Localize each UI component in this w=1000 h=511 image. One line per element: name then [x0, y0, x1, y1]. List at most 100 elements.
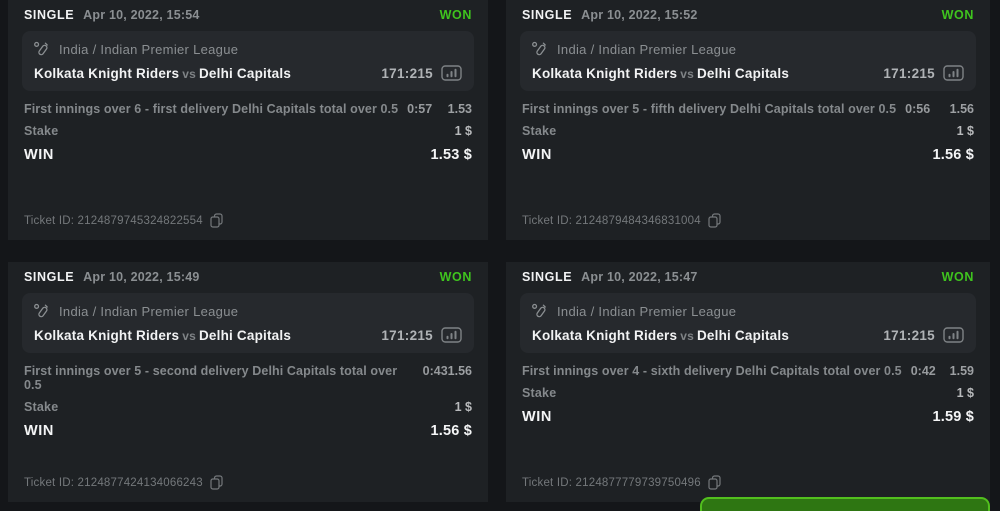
league-label: India / Indian Premier League — [557, 303, 737, 319]
ticket-id: Ticket ID: 2124879484346831004 — [522, 214, 701, 227]
stake-label: Stake — [522, 124, 557, 138]
status-badge: WON — [439, 270, 472, 284]
match-panel: India / Indian Premier League Kolkata Kn… — [22, 293, 474, 353]
match-score: 171:215 — [883, 65, 935, 81]
bet-rows: First innings over 6 - first delivery De… — [22, 91, 474, 163]
stake-row: Stake 1 $ — [522, 386, 974, 400]
stake-label: Stake — [24, 124, 59, 138]
stats-chart-icon[interactable] — [441, 327, 462, 343]
stake-value: 1 $ — [956, 124, 974, 138]
status-badge: WON — [941, 8, 974, 22]
bet-description: First innings over 5 - fifth delivery De… — [522, 102, 897, 116]
bet-time: 0:43 — [422, 364, 448, 378]
league-label: India / Indian Premier League — [59, 41, 239, 57]
bet-odds: 1.53 — [447, 102, 472, 116]
league-row: India / Indian Premier League — [530, 40, 964, 58]
bet-ticket-card: SINGLE Apr 10, 2022, 15:52 WON India / I… — [506, 0, 990, 240]
cricket-icon — [530, 302, 548, 320]
copy-icon[interactable] — [708, 475, 721, 490]
match-row: Kolkata Knight Riders vs Delhi Capitals 17… — [32, 65, 462, 81]
ticket-row: Ticket ID: 2124879484346831004 — [520, 213, 976, 230]
card-header: SINGLE Apr 10, 2022, 15:49 WON — [22, 270, 474, 284]
bet-datetime: Apr 10, 2022, 15:49 — [83, 270, 200, 284]
bet-odds: 1.56 — [447, 364, 472, 378]
bet-type-label: SINGLE — [522, 8, 573, 22]
home-team: Kolkata Knight Riders — [34, 327, 180, 343]
win-row: WIN 1.59 $ — [522, 409, 974, 425]
copy-icon[interactable] — [210, 213, 223, 228]
win-value: 1.59 $ — [932, 409, 974, 425]
ticket-id: Ticket ID: 2124877779739750496 — [522, 476, 701, 489]
stats-chart-icon[interactable] — [943, 65, 964, 81]
score-wrap: 171:215 — [381, 327, 462, 343]
win-row: WIN 1.56 $ — [522, 147, 974, 163]
league-row: India / Indian Premier League — [530, 302, 964, 320]
league-row: India / Indian Premier League — [32, 302, 462, 320]
bet-row: First innings over 6 - first delivery De… — [24, 102, 472, 116]
bet-row: First innings over 5 - second delivery D… — [24, 364, 472, 392]
stats-chart-icon[interactable] — [943, 327, 964, 343]
stake-row: Stake 1 $ — [24, 400, 472, 414]
stake-value: 1 $ — [454, 400, 472, 414]
score-wrap: 171:215 — [883, 65, 964, 81]
win-label: WIN — [24, 147, 54, 163]
home-team: Kolkata Knight Riders — [34, 65, 180, 81]
cricket-icon — [32, 40, 50, 58]
bet-rows: First innings over 5 - second delivery D… — [22, 353, 474, 439]
win-row: WIN 1.56 $ — [24, 423, 472, 439]
copy-icon[interactable] — [708, 213, 721, 228]
win-label: WIN — [24, 423, 54, 439]
ticket-row: Ticket ID: 2124877424134066243 — [22, 475, 474, 492]
match-score: 171:215 — [381, 65, 433, 81]
win-label: WIN — [522, 147, 552, 163]
bet-time: 0:57 — [407, 102, 433, 116]
bet-row: First innings over 4 - sixth delivery De… — [522, 364, 974, 378]
away-team: Delhi Capitals — [696, 327, 790, 343]
match-teams: Kolkata Knight Riders vs Delhi Capitals — [532, 66, 789, 81]
cricket-icon — [32, 302, 50, 320]
bet-datetime: Apr 10, 2022, 15:54 — [83, 8, 200, 22]
ticket-row: Ticket ID: 2124877779739750496 — [520, 475, 976, 492]
stake-row: Stake 1 $ — [522, 124, 974, 138]
card-header: SINGLE Apr 10, 2022, 15:54 WON — [22, 8, 474, 22]
bet-type-label: SINGLE — [24, 8, 75, 22]
stake-row: Stake 1 $ — [24, 124, 472, 138]
match-panel: India / Indian Premier League Kolkata Kn… — [22, 31, 474, 91]
league-label: India / Indian Premier League — [59, 303, 239, 319]
bet-history-grid: SINGLE Apr 10, 2022, 15:54 WON India / I… — [8, 0, 990, 502]
win-value: 1.56 $ — [430, 423, 472, 439]
vs-label: vs — [680, 328, 694, 343]
away-team: Delhi Capitals — [198, 327, 292, 343]
bet-odds: 1.59 — [949, 364, 974, 378]
home-team: Kolkata Knight Riders — [532, 327, 678, 343]
away-team: Delhi Capitals — [696, 65, 790, 81]
bet-description: First innings over 5 - second delivery D… — [24, 364, 398, 392]
stake-label: Stake — [24, 400, 59, 414]
ticket-id: Ticket ID: 2124879745324822554 — [24, 214, 203, 227]
stake-value: 1 $ — [454, 124, 472, 138]
card-header: SINGLE Apr 10, 2022, 15:47 WON — [520, 270, 976, 284]
stake-value: 1 $ — [956, 386, 974, 400]
match-score: 171:215 — [883, 327, 935, 343]
ticket-id: Ticket ID: 2124877424134066243 — [24, 476, 203, 489]
league-label: India / Indian Premier League — [557, 41, 737, 57]
copy-icon[interactable] — [210, 475, 223, 490]
match-teams: Kolkata Knight Riders vs Delhi Capitals — [34, 66, 291, 81]
bet-datetime: Apr 10, 2022, 15:47 — [581, 270, 698, 284]
bet-datetime: Apr 10, 2022, 15:52 — [581, 8, 698, 22]
card-header: SINGLE Apr 10, 2022, 15:52 WON — [520, 8, 976, 22]
bet-odds: 1.56 — [949, 102, 974, 116]
bet-type-label: SINGLE — [24, 270, 75, 284]
notification-bar-peek[interactable] — [700, 497, 990, 511]
match-teams: Kolkata Knight Riders vs Delhi Capitals — [34, 328, 291, 343]
bet-description: First innings over 4 - sixth delivery De… — [522, 364, 902, 378]
match-row: Kolkata Knight Riders vs Delhi Capitals 17… — [32, 327, 462, 343]
stats-chart-icon[interactable] — [441, 65, 462, 81]
match-teams: Kolkata Knight Riders vs Delhi Capitals — [532, 328, 789, 343]
win-row: WIN 1.53 $ — [24, 147, 472, 163]
win-value: 1.53 $ — [430, 147, 472, 163]
match-panel: India / Indian Premier League Kolkata Kn… — [520, 31, 976, 91]
match-score: 171:215 — [381, 327, 433, 343]
ticket-row: Ticket ID: 2124879745324822554 — [22, 213, 474, 230]
bet-time: 0:56 — [905, 102, 931, 116]
